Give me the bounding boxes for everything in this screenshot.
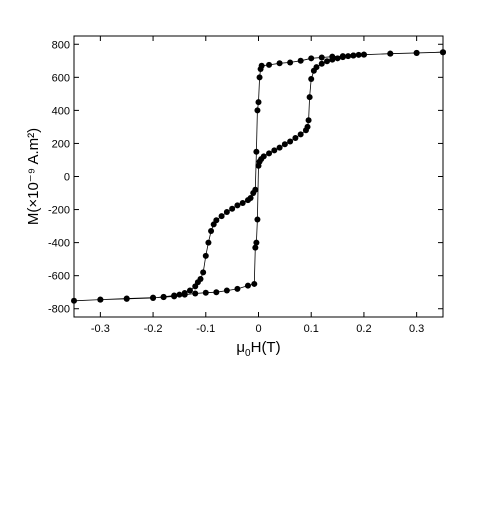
data-point	[202, 252, 209, 259]
data-point	[254, 107, 261, 114]
data-point	[324, 58, 331, 65]
data-point	[255, 99, 262, 106]
data-point	[97, 296, 104, 303]
data-point	[334, 55, 341, 62]
data-point	[302, 127, 309, 134]
data-point	[205, 239, 212, 246]
y-tick-label: 400	[52, 105, 70, 117]
data-point	[387, 50, 394, 57]
data-point	[305, 117, 312, 124]
y-tick-label: 600	[52, 72, 70, 84]
data-point	[310, 67, 317, 74]
data-point	[253, 239, 260, 246]
data-point	[339, 53, 346, 60]
y-tick-label: -400	[48, 238, 70, 250]
y-axis-label: M(×10⁻⁹ A.m²)	[25, 128, 42, 225]
data-point	[252, 186, 259, 193]
data-point	[160, 294, 167, 301]
data-point	[297, 131, 304, 138]
data-point	[318, 60, 325, 67]
data-point	[150, 294, 157, 301]
y-tick-label: -800	[48, 304, 70, 316]
data-point	[255, 162, 262, 169]
data-point	[258, 62, 265, 69]
data-point	[213, 217, 220, 224]
data-point	[252, 244, 259, 251]
y-tick-label: 0	[64, 172, 70, 184]
data-point	[218, 213, 225, 220]
data-point	[276, 60, 283, 67]
data-point	[287, 138, 294, 145]
data-point	[266, 61, 273, 68]
data-point	[292, 134, 299, 141]
x-tick-label: 0.3	[409, 323, 424, 335]
data-point	[234, 285, 241, 292]
data-point	[200, 269, 207, 276]
x-axis-label-rest: H(T)	[251, 339, 281, 356]
data-point	[276, 144, 283, 151]
data-point	[287, 59, 294, 66]
x-tick-label: -0.3	[91, 323, 110, 335]
data-point	[229, 205, 236, 212]
data-point	[329, 53, 336, 60]
data-point	[186, 287, 193, 294]
data-point	[360, 51, 367, 58]
data-point	[306, 94, 313, 101]
x-tick-label: 0.1	[304, 323, 319, 335]
data-point	[308, 75, 315, 82]
data-point	[202, 289, 209, 296]
data-point	[171, 293, 178, 300]
data-point	[181, 290, 188, 297]
data-point	[297, 57, 304, 64]
data-point	[123, 295, 130, 302]
data-point	[239, 199, 246, 206]
y-tick-label: -600	[48, 271, 70, 283]
data-point	[256, 74, 263, 81]
y-tick-label: 800	[52, 39, 70, 51]
data-point	[208, 228, 215, 235]
data-point	[251, 280, 258, 287]
data-point	[308, 55, 315, 62]
data-point	[271, 147, 278, 154]
y-tick-label: 200	[52, 138, 70, 150]
y-tick-label: -200	[48, 205, 70, 217]
axis-ticks: -0.3 -0.2 -0.1 0 0.1 0.2 0.3 -800 -600 -400 -200 0 2…	[48, 36, 443, 335]
data-point	[345, 53, 352, 60]
data-point	[247, 194, 254, 201]
data-point	[281, 141, 288, 148]
data-point	[197, 275, 204, 282]
x-tick-label: -0.2	[144, 323, 163, 335]
data-point	[253, 148, 260, 155]
x-axis-label-subscript: 0	[245, 348, 251, 359]
data-point	[223, 287, 230, 294]
data-point	[192, 290, 199, 297]
x-axis-label: μ0H(T)	[236, 339, 280, 359]
data-point	[223, 209, 230, 216]
data-point	[244, 282, 251, 289]
data-point	[213, 289, 220, 296]
data-point	[266, 150, 273, 157]
data-point	[350, 52, 357, 59]
data-point	[355, 51, 362, 58]
series-line	[73, 51, 444, 302]
x-tick-label: 0	[255, 323, 261, 335]
data-point	[318, 54, 325, 61]
x-tick-label: 0.2	[356, 323, 371, 335]
data-point	[176, 291, 183, 298]
data-point	[254, 216, 261, 223]
data-point	[234, 202, 241, 209]
x-axis-label-mu: μ	[236, 339, 245, 356]
data-point	[413, 49, 420, 56]
plot-area	[71, 49, 446, 304]
x-tick-label: -0.1	[196, 323, 215, 335]
